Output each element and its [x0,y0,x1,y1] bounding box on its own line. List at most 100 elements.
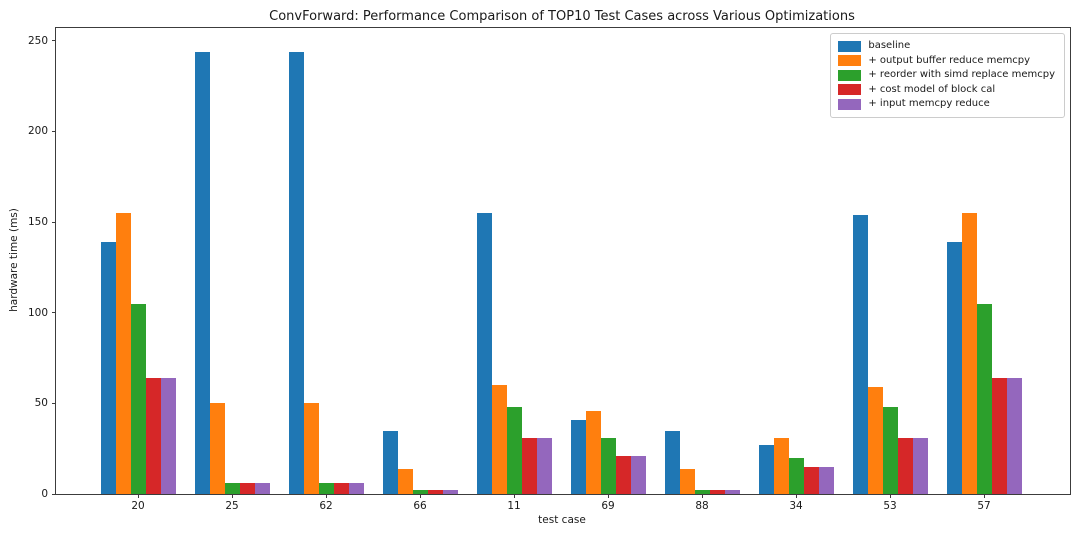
x-tick-mark [796,494,797,498]
bar [145,377,161,494]
y-tick-label: 150 [27,216,48,228]
legend-item: + cost model of block cal [838,83,1055,98]
bar [397,468,413,494]
bar [912,437,928,494]
x-tick-label: 88 [695,500,709,512]
bar [758,445,774,494]
bar [679,468,695,494]
x-tick-mark [890,494,891,498]
bar [224,483,240,494]
bar [209,403,225,494]
bar [160,377,176,494]
y-tick-label: 50 [34,397,48,410]
x-tick-label: 53 [883,500,897,512]
x-tick-label: 66 [413,500,427,512]
legend-swatch [838,40,862,52]
bar [442,490,458,494]
y-tick-mark [52,40,56,42]
bar [991,377,1007,494]
bar [867,387,883,494]
plot-area: 0 50 100 150 200 250 20 25 62 66 11 69 88 34 53 57 basel… [28,27,1071,512]
bar [570,419,586,494]
y-tick-mark [52,130,56,132]
y-tick-mark [52,312,56,314]
y-tick-label: 100 [27,306,48,319]
bar [709,490,725,494]
bar [521,437,537,494]
bar [976,303,992,494]
legend-item: + reorder with simd replace memcpy [838,68,1055,83]
x-tick-label: 34 [789,500,803,512]
y-tick-label: 250 [27,34,48,47]
bar [694,490,710,494]
bar [630,455,646,494]
x-tick-mark [138,494,139,498]
bar [194,51,210,494]
y-tick-mark [52,493,56,495]
bar [318,483,334,494]
bar [506,406,522,494]
bar [476,212,492,494]
bar [773,437,789,494]
bar [882,406,898,494]
x-axis-label: test case [538,514,586,526]
bar [427,490,443,494]
bar [600,437,616,494]
legend-swatch [838,98,862,110]
x-tick-mark [702,494,703,498]
x-tick-mark [232,494,233,498]
x-tick-mark [420,494,421,498]
legend-swatch [838,55,862,67]
legend-label: + output buffer reduce memcpy [868,54,1031,66]
bar [818,466,834,494]
x-tick-label: 20 [131,500,145,512]
bar [946,241,962,494]
legend-item: + input memcpy reduce [838,97,1055,112]
y-tick-label: 0 [41,488,48,500]
bar [788,457,804,494]
bar [897,437,913,494]
legend-item: baseline [838,39,1055,54]
x-tick-label: 25 [225,500,239,512]
bar [491,385,507,494]
x-tick-mark [326,494,327,498]
x-tick-label: 62 [319,500,333,512]
bar [333,483,349,494]
bar [536,437,552,494]
bar [412,490,428,494]
bar [130,303,146,494]
bar [254,483,270,494]
legend-label: + cost model of block cal [868,83,996,95]
chart-title: ConvForward: Performance Comparison of T… [269,9,855,24]
x-tick-label: 11 [507,500,521,512]
legend-label: + reorder with simd replace memcpy [868,69,1055,80]
bar [1006,377,1022,494]
bar [615,455,631,494]
x-tick-label: 57 [977,500,991,512]
y-tick-mark [52,221,56,223]
bar [664,430,680,494]
bar [348,483,364,494]
bar [239,483,255,494]
legend: baseline + output buffer reduce memcpy + r… [830,33,1065,118]
bar [852,214,868,494]
legend-label: baseline [868,40,911,51]
y-tick-mark [52,402,56,404]
bar [961,212,977,494]
bar [724,490,740,494]
y-tick-label: 200 [27,125,48,138]
x-tick-label: 69 [601,500,615,512]
bar [115,212,131,494]
bar [382,430,398,494]
bar [100,241,116,494]
x-tick-mark [514,494,515,498]
bar [288,51,304,494]
legend-label: + input memcpy reduce [868,98,990,109]
legend-item: + output buffer reduce memcpy [838,54,1055,69]
bar [303,403,319,494]
y-axis-label: hardware time (ms) [8,208,20,312]
x-tick-mark [984,494,985,498]
bar [585,410,601,494]
legend-swatch [838,84,862,96]
